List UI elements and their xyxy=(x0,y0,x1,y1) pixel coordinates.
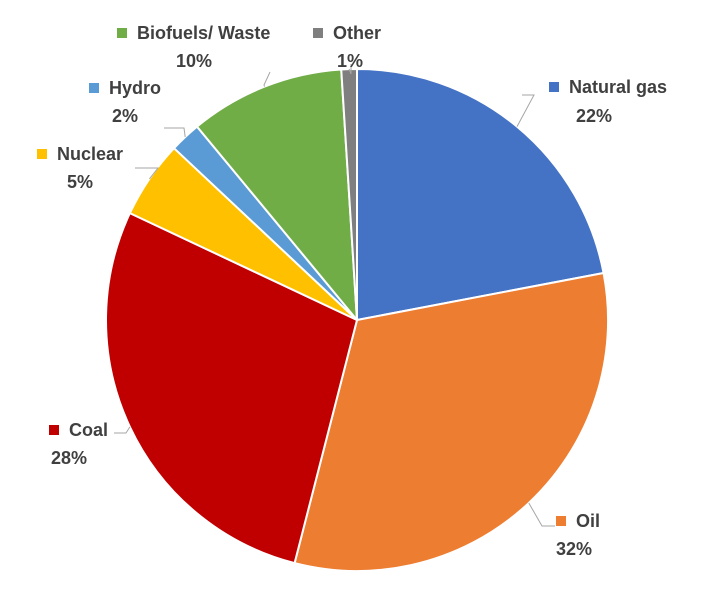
slice-label-other: Other xyxy=(333,23,381,43)
slice-value-oil: 32% xyxy=(556,539,592,559)
pie-slice-oil xyxy=(293,271,609,572)
label-marker-coal xyxy=(49,425,59,435)
leader-lines xyxy=(114,64,555,527)
label-marker-natural-gas xyxy=(549,82,559,92)
slice-label-biofuels-waste: Biofuels/ Waste xyxy=(137,23,270,43)
slice-label-natural-gas: Natural gas xyxy=(569,77,667,97)
slice-value-hydro: 2% xyxy=(112,106,138,126)
slice-value-nuclear: 5% xyxy=(67,172,93,192)
label-marker-biofuels-waste xyxy=(117,28,127,38)
leader-line-nuclear xyxy=(135,167,160,180)
label-marker-oil xyxy=(556,516,566,526)
slice-value-other: 1% xyxy=(337,51,363,71)
slice-value-natural-gas: 22% xyxy=(576,106,612,126)
pie-slice-natural-gas xyxy=(356,68,605,321)
slice-value-biofuels-waste: 10% xyxy=(176,51,212,71)
leader-line-hydro xyxy=(164,127,186,138)
leader-line-biofuels-waste xyxy=(263,71,271,87)
leader-line-other xyxy=(348,64,352,75)
slice-label-hydro: Hydro xyxy=(109,78,161,98)
pie-slice-biofuels-waste xyxy=(196,68,358,321)
pie-slices xyxy=(105,68,609,572)
leader-line-natural-gas xyxy=(516,94,535,127)
pie-slice-coal xyxy=(105,212,358,565)
label-marker-hydro xyxy=(89,83,99,93)
label-marker-other xyxy=(313,28,323,38)
leader-line-coal xyxy=(114,426,131,434)
slice-label-coal: Coal xyxy=(69,420,108,440)
slice-value-coal: 28% xyxy=(51,448,87,468)
slice-label-oil: Oil xyxy=(576,511,600,531)
data-labels: Natural gas 22% Oil 32% Coal 28% Nuclear 5% Hydr… xyxy=(37,23,667,559)
leader-line-oil xyxy=(528,502,555,527)
label-marker-nuclear xyxy=(37,149,47,159)
slice-label-nuclear: Nuclear xyxy=(57,144,123,164)
